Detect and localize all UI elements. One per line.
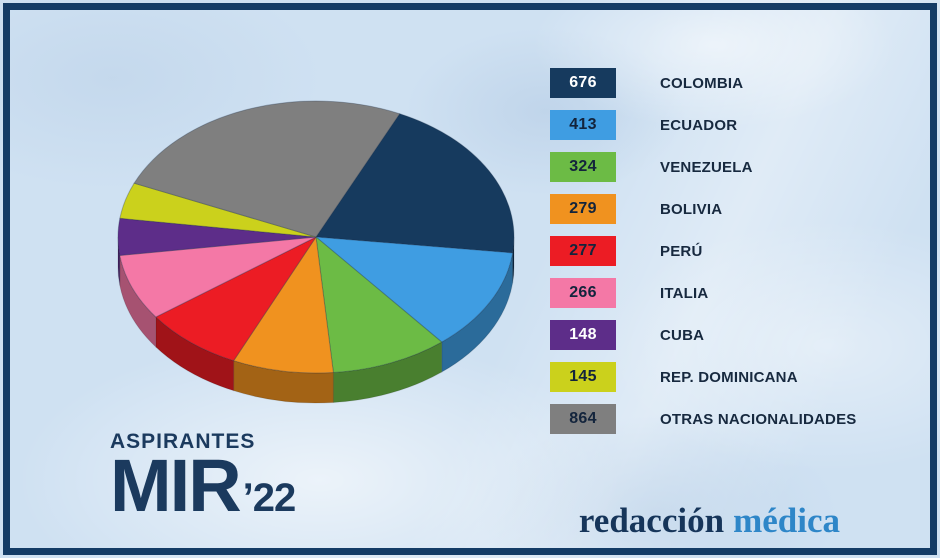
brand-word-medica: médica: [733, 501, 840, 540]
chart-title: ASPIRANTES MIR ’22: [110, 430, 297, 527]
legend-label: ITALIA: [660, 284, 709, 302]
legend-value: 145: [569, 368, 597, 385]
legend-value: 413: [569, 116, 597, 133]
legend-label: CUBA: [660, 326, 705, 344]
title-main: MIR: [110, 444, 242, 527]
legend-swatch: 864: [550, 404, 616, 434]
legend-swatch: 145: [550, 362, 616, 392]
legend-item: 145 REP. DOMINICANA: [550, 362, 857, 392]
legend-item: 148 CUBA: [550, 320, 857, 350]
title-year: ’22: [242, 476, 297, 520]
legend-swatch: 148: [550, 320, 616, 350]
legend-swatch: 277: [550, 236, 616, 266]
legend-item: 413 ECUADOR: [550, 110, 857, 140]
brand-word-redaccion: redacción: [578, 501, 725, 540]
legend-value: 864: [569, 410, 597, 427]
legend-item: 676 COLOMBIA: [550, 68, 857, 98]
title-kicker: ASPIRANTES: [110, 430, 256, 453]
legend-value: 324: [569, 158, 597, 175]
legend-item: 266 ITALIA: [550, 278, 857, 308]
legend-value: 277: [569, 242, 597, 259]
chart-legend: 676 COLOMBIA 413 ECUADOR 324 VENEZUELA 2…: [550, 68, 857, 434]
legend-label: BOLIVIA: [660, 200, 723, 218]
legend-item: 277 PERÚ: [550, 236, 857, 266]
legend-swatch: 279: [550, 194, 616, 224]
legend-item: 324 VENEZUELA: [550, 152, 857, 182]
brand-logo: redacción médica: [579, 503, 840, 538]
legend-label: ECUADOR: [660, 116, 738, 134]
legend-item: 864 OTRAS NACIONALIDADES: [550, 404, 857, 434]
legend-label: COLOMBIA: [660, 74, 744, 92]
legend-label: OTRAS NACIONALIDADES: [660, 410, 857, 428]
legend-swatch: 676: [550, 68, 616, 98]
legend-value: 266: [569, 284, 597, 301]
legend-label: VENEZUELA: [660, 158, 753, 176]
legend-value: 676: [569, 74, 597, 91]
legend-swatch: 413: [550, 110, 616, 140]
legend-swatch: 266: [550, 278, 616, 308]
legend-item: 279 BOLIVIA: [550, 194, 857, 224]
legend-label: REP. DOMINICANA: [660, 368, 798, 386]
legend-value: 148: [569, 326, 597, 343]
legend-value: 279: [569, 200, 597, 217]
legend-label: PERÚ: [660, 242, 703, 260]
legend-swatch: 324: [550, 152, 616, 182]
title-main-line: MIR ’22: [110, 444, 297, 527]
